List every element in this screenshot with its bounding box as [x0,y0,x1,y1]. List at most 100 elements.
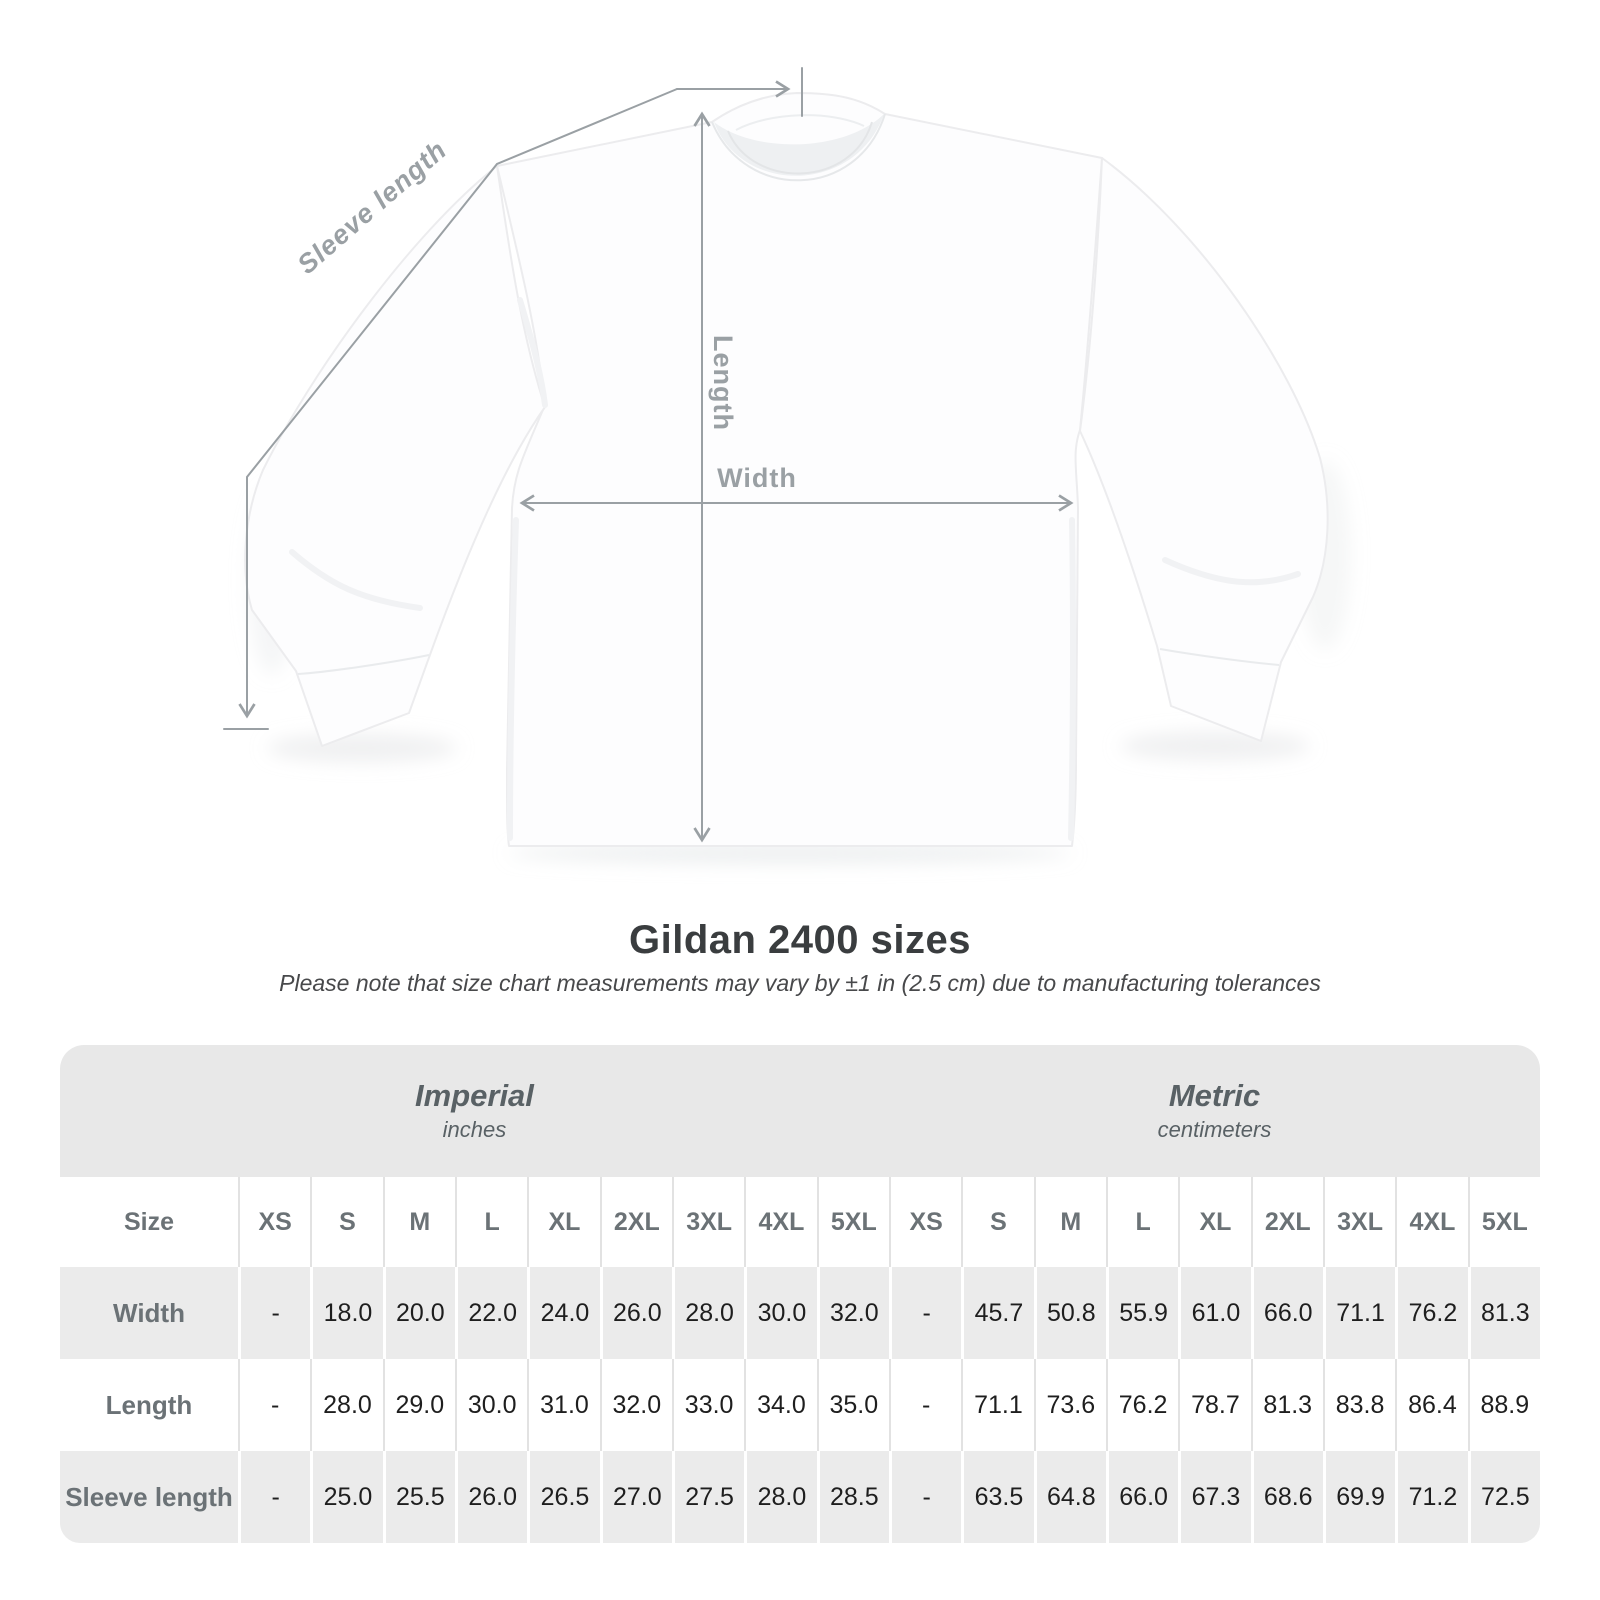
value-cell: 28.0 [671,1267,745,1359]
row-label-length: Length [60,1359,238,1451]
value-cell: 45.7 [961,1267,1034,1359]
value-cell: 63.5 [961,1451,1034,1543]
metric-group-header: Metric centimeters [888,1045,1540,1177]
value-cell: 78.7 [1178,1359,1251,1451]
value-cell: - [888,1451,962,1543]
value-cell: 28.0 [744,1451,817,1543]
value-cell: 26.0 [454,1451,528,1543]
back-collar-line [735,114,865,131]
value-cell: 86.4 [1395,1359,1468,1451]
size-header-cell: S [961,1177,1034,1267]
size-header-cell: M [1033,1177,1106,1267]
row-label-width: Width [60,1267,238,1359]
value-cell: 50.8 [1033,1267,1106,1359]
value-cell: 18.0 [310,1267,383,1359]
size-header-cell: L [454,1177,528,1267]
size-header-cell: 3XL [671,1177,745,1267]
fabric-creases [289,297,1301,841]
value-cell: 73.6 [1033,1359,1106,1451]
imperial-group-header: Imperial inches [60,1045,889,1177]
shirt-right-sleeve [1079,157,1329,742]
size-header-cell: M [382,1177,455,1267]
value-cell: 34.0 [744,1359,817,1451]
value-cell: 33.0 [671,1359,745,1451]
value-cell: 30.0 [744,1267,817,1359]
value-cell: 71.1 [961,1359,1034,1451]
size-header-cell: 4XL [744,1177,817,1267]
value-cell: 81.3 [1467,1267,1540,1359]
value-cell: - [888,1267,962,1359]
value-cell: 72.5 [1467,1451,1540,1543]
value-cell: - [888,1359,962,1451]
length-row: Length - 28.0 29.0 30.0 31.0 32.0 33.0 3… [60,1359,1540,1451]
sleeve-length-row: Sleeve length - 25.0 25.5 26.0 26.5 27.0… [60,1451,1540,1543]
value-cell: 25.5 [382,1451,455,1543]
value-cell: 27.5 [671,1451,745,1543]
value-cell: 76.2 [1105,1359,1179,1451]
shirt-left-sleeve [244,165,546,747]
size-header-cell: XS [888,1177,962,1267]
row-label-sleeve-length: Sleeve length [60,1451,238,1543]
size-header-cell: 5XL [1467,1177,1540,1267]
value-cell: 64.8 [1033,1451,1106,1543]
value-cell: - [238,1359,311,1451]
size-header-cell: 2XL [1250,1177,1323,1267]
size-header-row: Size XS S M L XL 2XL 3XL 4XL 5XL XS S M … [60,1177,1540,1267]
long-sleeve-shirt [244,92,1329,847]
value-cell: 29.0 [382,1359,455,1451]
size-header-cell: 5XL [816,1177,889,1267]
value-cell: 69.9 [1322,1451,1396,1543]
value-cell: 67.3 [1178,1451,1251,1543]
size-header-cell: XS [238,1177,311,1267]
value-cell: - [238,1451,311,1543]
value-cell: 66.0 [1250,1267,1323,1359]
value-cell: 27.0 [599,1451,672,1543]
length-label: Length [708,335,738,431]
size-chart-table: Imperial inches Metric centimeters Size … [60,1045,1540,1543]
size-header-cell: XL [527,1177,600,1267]
value-cell: 30.0 [454,1359,528,1451]
imperial-label: Imperial [415,1078,534,1114]
value-cell: 32.0 [816,1267,889,1359]
value-cell: 22.0 [454,1267,528,1359]
collar-outer-seam [711,113,886,182]
size-column-header: Size [60,1177,238,1267]
left-cuff-seam [297,654,430,675]
value-cell: 71.1 [1322,1267,1396,1359]
value-cell: 66.0 [1105,1451,1179,1543]
value-cell: 24.0 [527,1267,600,1359]
width-label: Width [717,463,797,493]
size-header-cell: 4XL [1395,1177,1468,1267]
value-cell: - [238,1267,311,1359]
right-cuff-seam [1159,648,1280,666]
value-cell: 28.5 [816,1451,889,1543]
value-cell: 61.0 [1178,1267,1251,1359]
value-cell: 35.0 [816,1359,889,1451]
collar-inner-seam [727,121,873,175]
value-cell: 88.9 [1467,1359,1540,1451]
value-cell: 32.0 [599,1359,672,1451]
size-header-cell: 3XL [1322,1177,1396,1267]
dimension-lines [223,67,1074,843]
value-cell: 71.2 [1395,1451,1468,1543]
value-cell: 68.6 [1250,1451,1323,1543]
size-header-cell: L [1105,1177,1179,1267]
value-cell: 20.0 [382,1267,455,1359]
value-cell: 25.0 [310,1451,383,1543]
size-header-cell: XL [1178,1177,1251,1267]
metric-unit: centimeters [1157,1117,1272,1143]
tolerance-note: Please note that size chart measurements… [279,970,1321,996]
value-cell: 76.2 [1395,1267,1468,1359]
value-cell: 81.3 [1250,1359,1323,1451]
page-title: Gildan 2400 sizes [628,918,971,962]
sleeve-length-line [238,88,678,719]
imperial-unit: inches [442,1117,507,1143]
value-cell: 26.0 [599,1267,672,1359]
value-cell: 26.5 [527,1451,600,1543]
value-cell: 55.9 [1105,1267,1179,1359]
size-header-cell: 2XL [599,1177,672,1267]
size-header-cell: S [310,1177,383,1267]
value-cell: 83.8 [1322,1359,1396,1451]
metric-label: Metric [1168,1078,1261,1114]
